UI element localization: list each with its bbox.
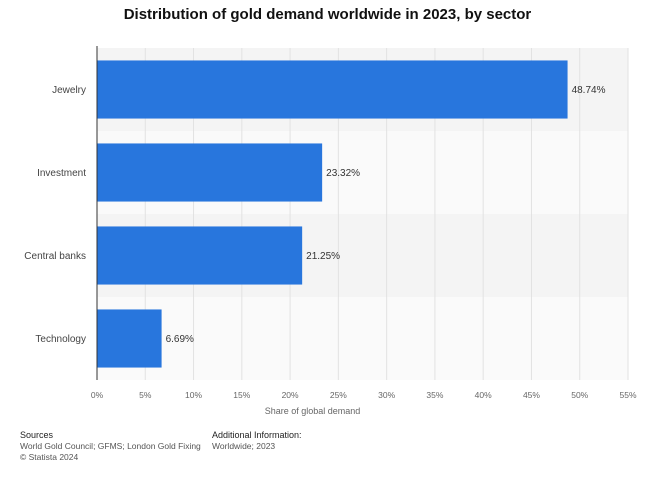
- data-label: 21.25%: [306, 251, 340, 262]
- sources-heading: Sources: [20, 430, 54, 440]
- x-tick-label: 30%: [378, 390, 395, 400]
- x-tick-label: 15%: [233, 390, 250, 400]
- x-tick-label: 25%: [330, 390, 347, 400]
- additional-info-block: Additional Information: Worldwide; 2023: [212, 430, 302, 452]
- bar: [97, 309, 162, 368]
- data-label: 48.74%: [572, 85, 606, 96]
- additional-info-text: Worldwide; 2023: [212, 441, 276, 451]
- x-tick-label: 35%: [426, 390, 443, 400]
- x-tick-label: 45%: [523, 390, 540, 400]
- category-label: Jewelry: [52, 85, 86, 96]
- bar: [97, 226, 303, 285]
- category-label: Central banks: [24, 251, 86, 262]
- data-label: 23.32%: [326, 168, 360, 179]
- x-tick-label: 0%: [91, 390, 104, 400]
- bar: [97, 143, 323, 202]
- row-band: [97, 297, 628, 380]
- x-axis-title: Share of global demand: [265, 406, 361, 416]
- data-label: 6.69%: [166, 334, 194, 345]
- category-label: Technology: [35, 334, 86, 345]
- x-tick-label: 20%: [282, 390, 299, 400]
- x-tick-label: 5%: [139, 390, 152, 400]
- x-tick-label: 10%: [185, 390, 202, 400]
- x-tick-label: 40%: [475, 390, 492, 400]
- x-tick-label: 50%: [571, 390, 588, 400]
- copyright-text: © Statista 2024: [20, 452, 79, 462]
- category-label: Investment: [37, 168, 86, 179]
- bar-chart: 0% 5% 10% 15% 20% 25% 30% 35% 40% 45% 50% 55% Jewelr…: [24, 46, 637, 416]
- sources-block: Sources World Gold Council; GFMS; London…: [20, 430, 201, 463]
- x-tick-label: 55%: [619, 390, 636, 400]
- bar: [97, 60, 568, 119]
- sources-text: World Gold Council; GFMS; London Gold Fi…: [20, 441, 201, 451]
- additional-info-heading: Additional Information:: [212, 430, 302, 440]
- chart-title: Distribution of gold demand worldwide in…: [123, 6, 532, 23]
